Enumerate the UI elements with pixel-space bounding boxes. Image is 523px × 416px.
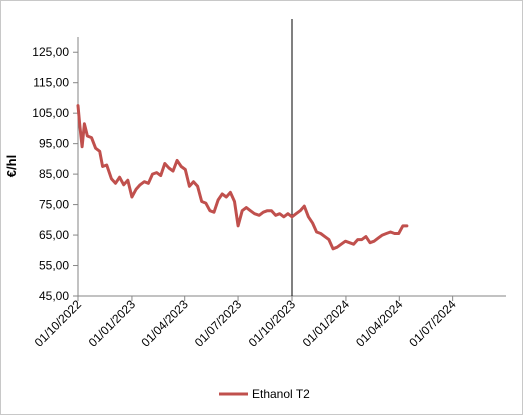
y-axis-ticks: 45,00 55,00 65,00 75,00 85,00 95,00 105,00 115,… xyxy=(32,45,78,303)
x-tick-label: 01/04/2024 xyxy=(353,297,406,350)
x-tick-label: 01/07/2024 xyxy=(406,297,459,350)
x-tick-label: 01/01/2024 xyxy=(300,297,353,350)
x-axis-ticks: 01/10/2022 01/01/2023 01/04/2023 01/07/2023… xyxy=(32,296,459,350)
x-tick-label: 01/04/2023 xyxy=(138,297,191,350)
x-tick-label: 01/01/2023 xyxy=(86,297,139,350)
y-tick-label: 125,00 xyxy=(32,45,69,59)
y-axis-title: €/hl xyxy=(4,155,19,177)
legend-label-ethanol-t2: Ethanol T2 xyxy=(252,387,310,401)
y-tick-label: 75,00 xyxy=(39,198,69,212)
x-tick-label: 01/10/2022 xyxy=(32,297,85,350)
y-tick-label: 65,00 xyxy=(39,228,69,242)
y-tick-label: 115,00 xyxy=(33,76,69,90)
y-tick-label: 105,00 xyxy=(32,106,69,120)
y-tick-label: 45,00 xyxy=(39,289,69,303)
series-line-ethanol-t2 xyxy=(76,104,409,251)
y-tick-label: 55,00 xyxy=(39,259,69,273)
x-tick-label: 01/10/2023 xyxy=(246,297,299,350)
y-tick-label: 85,00 xyxy=(39,167,69,181)
legend: Ethanol T2 xyxy=(219,387,310,401)
y-tick-label: 95,00 xyxy=(39,137,69,151)
x-tick-label: 01/07/2023 xyxy=(192,297,245,350)
series-layer xyxy=(76,104,409,251)
